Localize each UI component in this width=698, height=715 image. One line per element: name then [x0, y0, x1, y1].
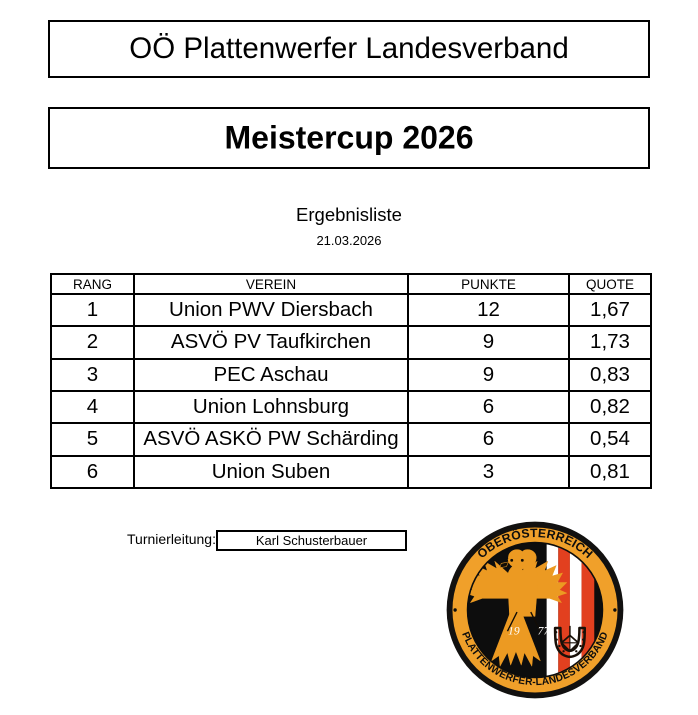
svg-text:77: 77: [538, 624, 551, 637]
svg-text:19: 19: [508, 624, 520, 637]
